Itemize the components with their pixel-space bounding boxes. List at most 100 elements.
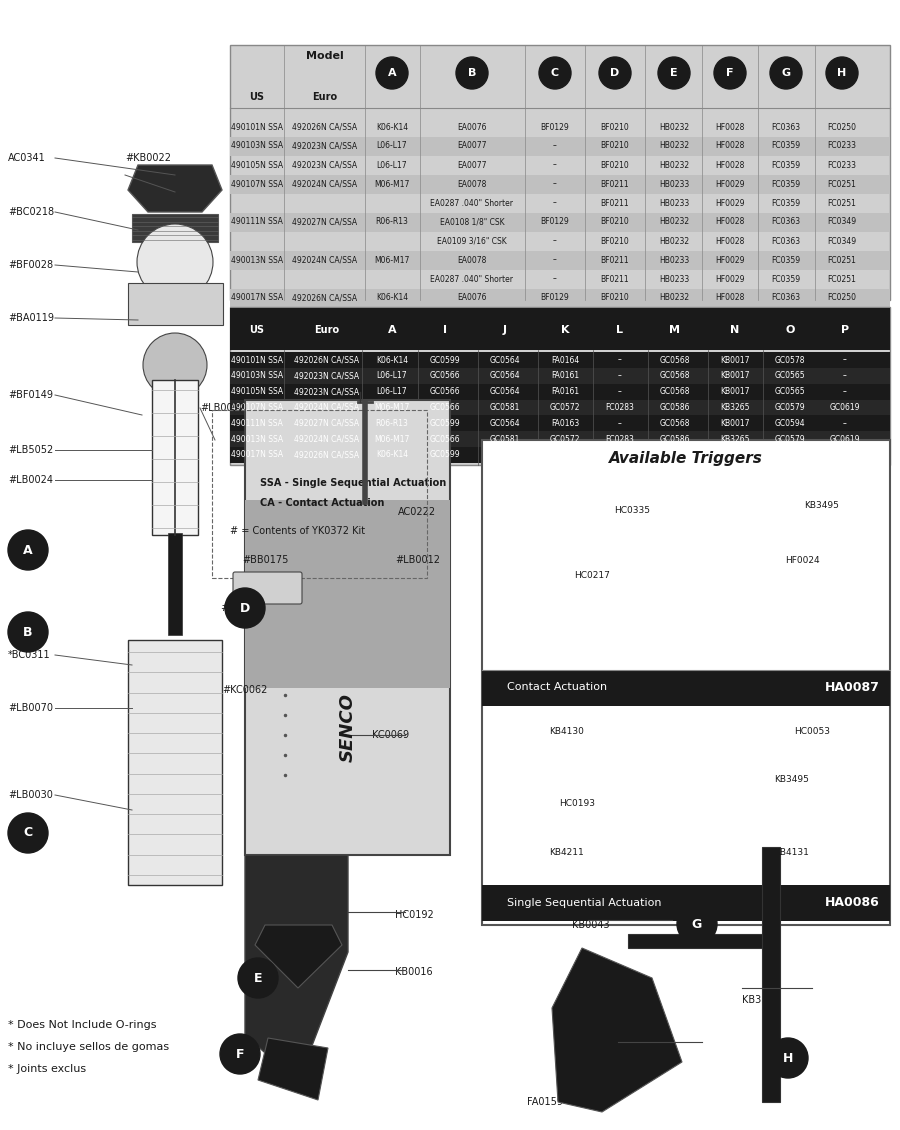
- Text: Available Triggers: Available Triggers: [609, 451, 763, 466]
- Text: US: US: [249, 92, 265, 102]
- Text: #KC0062: #KC0062: [222, 685, 267, 695]
- Text: N: N: [731, 325, 740, 334]
- Circle shape: [770, 56, 802, 89]
- Text: #LB0070: #LB0070: [8, 703, 53, 713]
- Text: * Joints exclus: * Joints exclus: [8, 1064, 86, 1074]
- Text: GC0619: GC0619: [830, 403, 860, 412]
- Text: BF0129: BF0129: [541, 122, 570, 131]
- Text: #LB5052: #LB5052: [8, 445, 53, 455]
- Text: FA0161: FA0161: [551, 388, 579, 397]
- Text: #LB0030: #LB0030: [8, 790, 53, 800]
- Text: 490107N SSA: 490107N SSA: [231, 180, 284, 189]
- Text: R06-R13: R06-R13: [375, 419, 409, 427]
- FancyBboxPatch shape: [152, 380, 198, 534]
- Text: KB0017: KB0017: [720, 372, 750, 381]
- Text: GC0572: GC0572: [550, 403, 580, 412]
- Text: GC0568: GC0568: [660, 450, 690, 459]
- Text: BF0129: BF0129: [541, 217, 570, 226]
- Text: HB0233: HB0233: [659, 180, 689, 189]
- Text: HC0053: HC0053: [794, 727, 830, 736]
- Text: 490101N SSA: 490101N SSA: [231, 122, 283, 131]
- Text: HF0028: HF0028: [716, 160, 744, 170]
- Text: FC0363: FC0363: [771, 236, 801, 245]
- Circle shape: [677, 904, 717, 944]
- Text: –: –: [618, 419, 622, 427]
- Circle shape: [826, 56, 858, 89]
- Text: EA0076: EA0076: [457, 122, 487, 131]
- Text: BF0210: BF0210: [600, 294, 629, 303]
- Polygon shape: [258, 1038, 328, 1099]
- Text: 492024N CA/SSA: 492024N CA/SSA: [292, 255, 357, 264]
- Text: GC0564: GC0564: [490, 372, 520, 381]
- Text: B: B: [23, 626, 32, 638]
- Text: FC0359: FC0359: [771, 160, 801, 170]
- Text: BF0210: BF0210: [600, 217, 629, 226]
- Text: FC0283: FC0283: [606, 403, 634, 412]
- Text: –: –: [554, 255, 557, 264]
- Text: 490103N SSA: 490103N SSA: [231, 141, 284, 150]
- Text: BF0211: BF0211: [600, 199, 629, 208]
- Text: H: H: [837, 68, 847, 78]
- Circle shape: [659, 314, 691, 346]
- Text: –: –: [554, 141, 557, 150]
- Text: HB0232: HB0232: [659, 294, 689, 303]
- Text: KB0017: KB0017: [720, 450, 750, 459]
- Text: EA0078: EA0078: [457, 255, 487, 264]
- Text: A: A: [388, 325, 396, 334]
- Text: CA - Contact Actuation: CA - Contact Actuation: [260, 498, 384, 508]
- Text: M: M: [670, 325, 680, 334]
- Text: EA0109 3/16" CSK: EA0109 3/16" CSK: [437, 236, 507, 245]
- Text: –: –: [618, 372, 622, 381]
- Text: M06-M17: M06-M17: [374, 180, 410, 189]
- Text: US: US: [249, 325, 265, 334]
- Circle shape: [658, 56, 690, 89]
- Text: FC0359: FC0359: [771, 180, 801, 189]
- Text: GC0594: GC0594: [775, 419, 806, 427]
- Text: B: B: [468, 68, 476, 78]
- Circle shape: [238, 958, 278, 998]
- Text: HB0232: HB0232: [659, 122, 689, 131]
- FancyBboxPatch shape: [245, 400, 450, 855]
- FancyBboxPatch shape: [233, 572, 302, 605]
- Text: GC0564: GC0564: [490, 450, 520, 459]
- Text: A: A: [23, 544, 32, 556]
- Text: R06-R13: R06-R13: [375, 217, 409, 226]
- Text: KB4211: KB4211: [550, 848, 584, 857]
- Text: –: –: [843, 356, 847, 365]
- Bar: [230, 251, 890, 269]
- Bar: [230, 416, 890, 432]
- Text: KB4130: KB4130: [550, 727, 584, 736]
- Text: GC0619: GC0619: [830, 435, 860, 443]
- Text: KB3225: KB3225: [615, 1040, 653, 1050]
- Text: GC0586: GC0586: [660, 435, 690, 443]
- Text: GC0568: GC0568: [660, 372, 690, 381]
- Text: EA0077: EA0077: [457, 141, 487, 150]
- Text: #BA0119: #BA0119: [8, 313, 54, 323]
- Text: 490017N SSA: 490017N SSA: [231, 450, 284, 459]
- Text: GC0581: GC0581: [490, 403, 520, 412]
- Text: FC0250: FC0250: [827, 294, 857, 303]
- Text: SSA - Single Sequential Actuation: SSA - Single Sequential Actuation: [260, 478, 446, 488]
- Text: HB0232: HB0232: [659, 141, 689, 150]
- Bar: [230, 400, 890, 416]
- Text: GC0566: GC0566: [429, 372, 460, 381]
- Text: M06-M17: M06-M17: [374, 435, 410, 443]
- Circle shape: [829, 314, 861, 346]
- Text: HF0028: HF0028: [716, 122, 744, 131]
- Text: FA0161: FA0161: [551, 372, 579, 381]
- Text: GC0578: GC0578: [775, 356, 806, 365]
- Text: FC0251: FC0251: [828, 275, 857, 284]
- Text: –: –: [554, 199, 557, 208]
- Text: FC0363: FC0363: [771, 294, 801, 303]
- Text: GC0564: GC0564: [490, 419, 520, 427]
- Text: G: G: [692, 918, 702, 930]
- Bar: [230, 174, 890, 193]
- Circle shape: [8, 812, 48, 853]
- Text: –: –: [554, 236, 557, 245]
- Text: BF0210: BF0210: [600, 160, 629, 170]
- Text: EA0287 .040" Shorter: EA0287 .040" Shorter: [430, 199, 514, 208]
- Text: Single Sequential Actuation: Single Sequential Actuation: [507, 898, 662, 909]
- Text: #LB0012: #LB0012: [395, 555, 440, 565]
- Bar: [168, 533, 182, 635]
- Text: –: –: [618, 388, 622, 397]
